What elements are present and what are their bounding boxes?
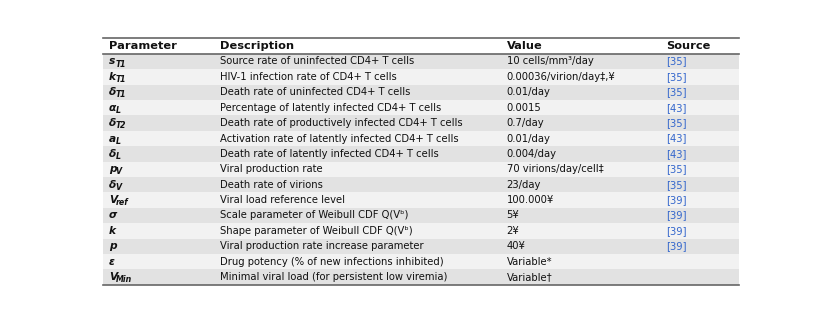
Text: 1: 1 [120, 60, 126, 68]
Text: ref: ref [115, 198, 128, 207]
Text: Death rate of productively infected CD4+ T cells: Death rate of productively infected CD4+… [220, 118, 463, 128]
Text: Source rate of uninfected CD4+ T cells: Source rate of uninfected CD4+ T cells [220, 57, 415, 67]
Text: Death rate of virions: Death rate of virions [220, 180, 323, 190]
Text: k: k [109, 72, 116, 82]
Bar [103, 269, 739, 285]
Text: [35]: [35] [666, 87, 686, 97]
Text: δ: δ [109, 118, 117, 128]
Text: 70 virions/day/cell‡: 70 virions/day/cell‡ [507, 164, 603, 174]
Text: T: T [115, 75, 121, 84]
Bar [103, 223, 739, 239]
Text: V: V [109, 195, 117, 205]
Text: V: V [115, 183, 122, 192]
Text: [35]: [35] [666, 164, 686, 174]
Bar [103, 192, 739, 208]
Text: Minimal viral load (for persistent low viremia): Minimal viral load (for persistent low v… [220, 272, 447, 282]
Text: p: p [109, 164, 117, 174]
Bar [103, 146, 739, 162]
Text: V: V [109, 272, 117, 282]
Text: L: L [115, 152, 121, 161]
Bar [103, 131, 739, 146]
Text: δ: δ [109, 87, 117, 97]
Text: δ: δ [109, 149, 117, 159]
Bar [103, 162, 739, 177]
Text: [35]: [35] [666, 72, 686, 82]
Text: [35]: [35] [666, 118, 686, 128]
Text: Activation rate of latently infected CD4+ T cells: Activation rate of latently infected CD4… [220, 133, 459, 143]
Text: [43]: [43] [666, 149, 686, 159]
Text: a: a [109, 133, 116, 143]
Bar [103, 254, 739, 269]
Text: Death rate of latently infected CD4+ T cells: Death rate of latently infected CD4+ T c… [220, 149, 439, 159]
Text: ε: ε [109, 257, 115, 267]
Text: 10 cells/mm³/day: 10 cells/mm³/day [507, 57, 594, 67]
Text: Variable*: Variable* [507, 257, 553, 267]
Text: 0.004/day: 0.004/day [507, 149, 557, 159]
Text: Min: Min [115, 275, 131, 284]
Bar [103, 177, 739, 192]
Text: Viral production rate increase parameter: Viral production rate increase parameter [220, 241, 424, 251]
Bar [103, 84, 739, 100]
Text: Viral production rate: Viral production rate [220, 164, 323, 174]
Text: [39]: [39] [666, 211, 686, 220]
Bar [103, 116, 739, 131]
Text: V: V [115, 167, 122, 176]
Text: T: T [115, 60, 121, 68]
Text: HIV-1 infection rate of CD4+ T cells: HIV-1 infection rate of CD4+ T cells [220, 72, 397, 82]
Text: δ: δ [109, 180, 117, 190]
Text: 0.01/day: 0.01/day [507, 87, 551, 97]
Text: [39]: [39] [666, 195, 686, 205]
Text: Variable†: Variable† [507, 272, 553, 282]
Text: 0.7/day: 0.7/day [507, 118, 544, 128]
Text: 100.000¥: 100.000¥ [507, 195, 554, 205]
Text: Percentage of latently infected CD4+ T cells: Percentage of latently infected CD4+ T c… [220, 103, 442, 113]
Bar [103, 208, 739, 223]
Text: 2: 2 [120, 121, 126, 130]
Text: [43]: [43] [666, 103, 686, 113]
Text: 0.0015: 0.0015 [507, 103, 541, 113]
Bar [103, 69, 739, 84]
Text: 1: 1 [120, 75, 126, 84]
Text: Drug potency (% of new infections inhibited): Drug potency (% of new infections inhibi… [220, 257, 444, 267]
Bar [103, 100, 739, 116]
Text: p: p [109, 241, 117, 251]
Text: T: T [115, 91, 121, 100]
Text: 23/day: 23/day [507, 180, 541, 190]
Text: L: L [115, 106, 121, 115]
Text: 5¥: 5¥ [507, 211, 520, 220]
Text: T: T [115, 121, 121, 130]
Text: 0.01/day: 0.01/day [507, 133, 551, 143]
Text: 40¥: 40¥ [507, 241, 525, 251]
Text: [39]: [39] [666, 241, 686, 251]
Text: s: s [109, 57, 116, 67]
Text: 0.00036/virion/day‡,¥: 0.00036/virion/day‡,¥ [507, 72, 616, 82]
Text: [39]: [39] [666, 226, 686, 236]
Text: α: α [109, 103, 117, 113]
Text: [43]: [43] [666, 133, 686, 143]
Bar [103, 239, 739, 254]
Text: 2¥: 2¥ [507, 226, 520, 236]
Text: Scale parameter of Weibull CDF Q(Vᵇ): Scale parameter of Weibull CDF Q(Vᵇ) [220, 211, 409, 220]
Text: Shape parameter of Weibull CDF Q(Vᵇ): Shape parameter of Weibull CDF Q(Vᵇ) [220, 226, 413, 236]
Text: Source: Source [666, 41, 710, 51]
Text: Parameter: Parameter [109, 41, 177, 51]
Text: 1: 1 [120, 91, 126, 100]
Bar [103, 54, 739, 69]
Text: [35]: [35] [666, 180, 686, 190]
Text: k: k [109, 226, 116, 236]
Text: Death rate of uninfected CD4+ T cells: Death rate of uninfected CD4+ T cells [220, 87, 410, 97]
Text: [35]: [35] [666, 57, 686, 67]
Text: σ: σ [109, 211, 117, 220]
Text: Value: Value [507, 41, 543, 51]
Text: Viral load reference level: Viral load reference level [220, 195, 346, 205]
Text: L: L [115, 137, 121, 146]
Text: Description: Description [220, 41, 295, 51]
